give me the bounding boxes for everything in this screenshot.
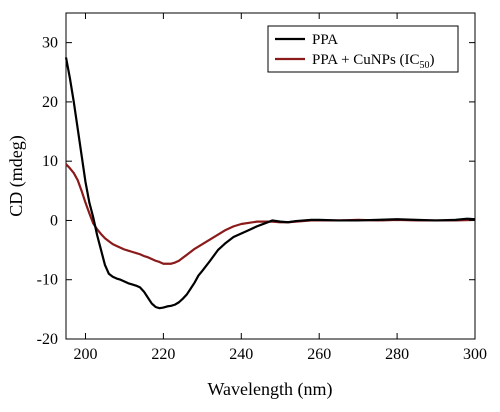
x-tick-label: 220 [151, 346, 175, 363]
plot-area [65, 12, 476, 340]
axis-layer: 200 220 240 260 280 300 -20 -10 0 10 20 30 [37, 13, 487, 363]
x-tick-label: 200 [73, 346, 97, 363]
legend-label-ppa: PPA [312, 32, 338, 48]
legend-label-ppa-cunps-main: PPA + CuNPs (IC [312, 52, 420, 68]
y-tick-label: 10 [42, 153, 58, 170]
series-line-ppa-cunps [65, 163, 476, 265]
x-tick-label: 300 [463, 346, 487, 363]
y-tick-label: -10 [37, 272, 58, 289]
x-axis-label: Wavelength (nm) [207, 379, 332, 400]
x-tick-label: 260 [307, 346, 331, 363]
y-tick-label: -20 [37, 331, 58, 348]
plot-frame [65, 12, 476, 340]
series-layer [64, 57, 476, 310]
series-line-ppa [64, 57, 476, 310]
legend-label-ppa-cunps-subscript: 50 [420, 60, 430, 71]
y-tick-label: 20 [42, 94, 58, 111]
legend-label-ppa-cunps-end: ) [430, 52, 435, 68]
y-tick-label: 0 [50, 212, 58, 229]
legend: PPA PPA + CuNPs (IC50) [267, 25, 459, 73]
x-tick-label: 280 [385, 346, 409, 363]
y-axis-label: CD (mdeg) [6, 135, 27, 216]
legend-label-ppa-cunps: PPA + CuNPs (IC50) [312, 52, 435, 71]
x-tick-label: 240 [229, 346, 253, 363]
legend-box [267, 25, 459, 73]
y-tick-label: 30 [42, 35, 58, 52]
